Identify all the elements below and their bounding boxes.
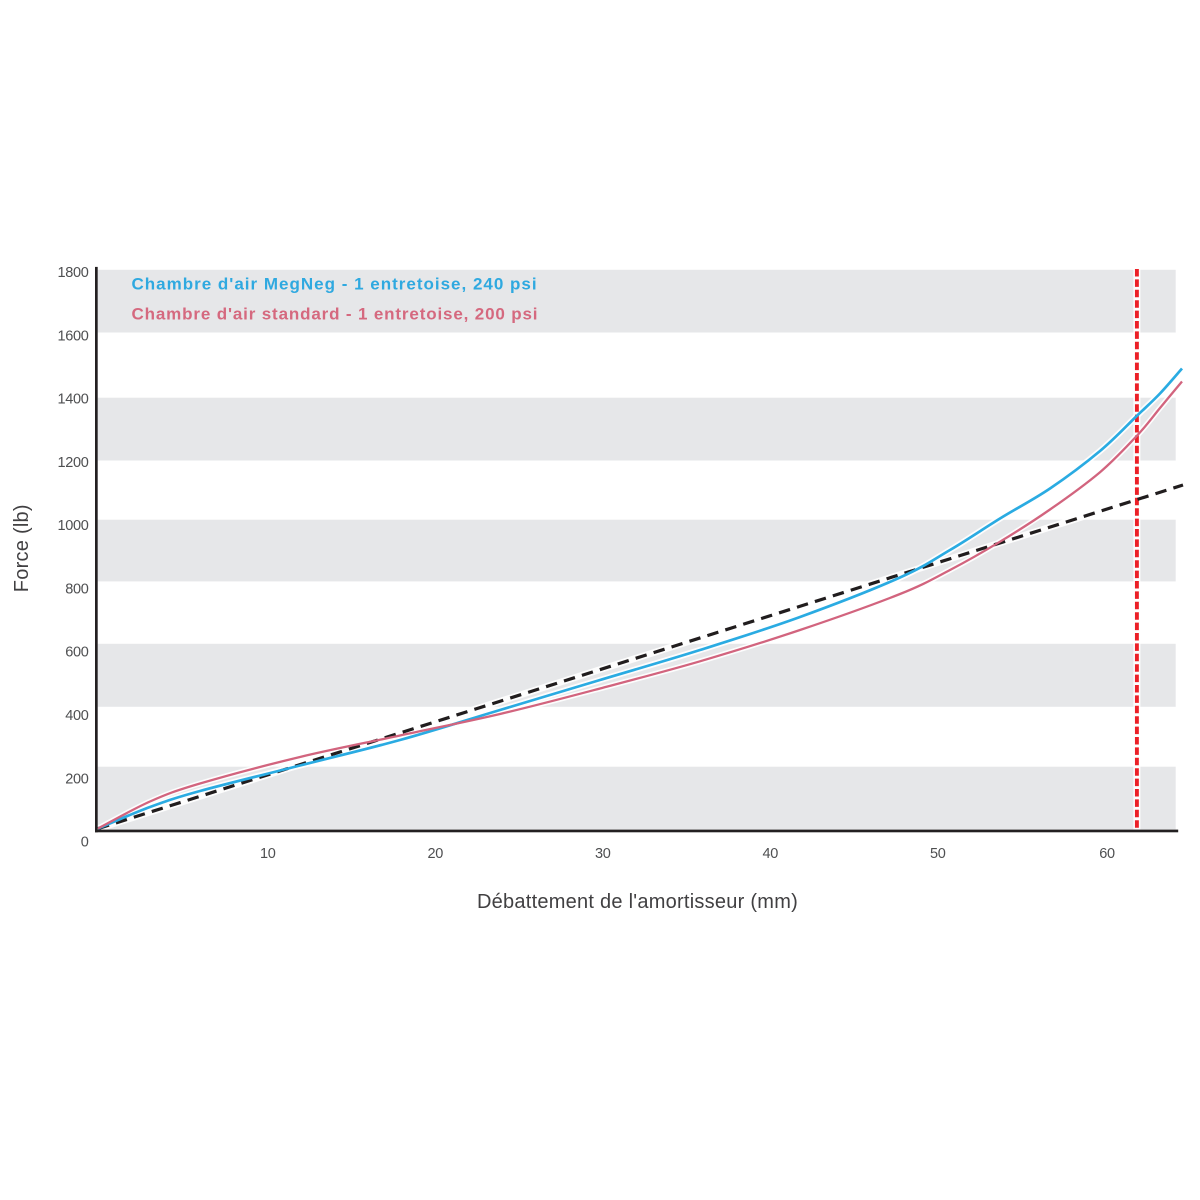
svg-text:0: 0 <box>81 835 89 851</box>
svg-text:1600: 1600 <box>57 328 88 344</box>
svg-text:Débattement de l'amortisseur (: Débattement de l'amortisseur (mm) <box>477 891 798 913</box>
svg-text:10: 10 <box>260 846 276 862</box>
svg-text:30: 30 <box>595 846 611 862</box>
svg-text:60: 60 <box>1099 846 1115 862</box>
svg-text:1800: 1800 <box>57 265 88 281</box>
svg-text:200: 200 <box>65 771 89 787</box>
svg-text:20: 20 <box>428 846 444 862</box>
svg-text:800: 800 <box>65 582 89 598</box>
svg-text:400: 400 <box>65 708 89 724</box>
svg-text:1000: 1000 <box>57 518 88 534</box>
svg-text:Force (lb): Force (lb) <box>11 504 33 592</box>
svg-text:1200: 1200 <box>57 455 88 471</box>
svg-text:Chambre d'air standard - 1 ent: Chambre d'air standard - 1 entretoise, 2… <box>132 305 539 324</box>
svg-text:600: 600 <box>65 645 89 661</box>
svg-text:Chambre d'air MegNeg - 1 entre: Chambre d'air MegNeg - 1 entretoise, 240… <box>132 275 538 294</box>
svg-text:40: 40 <box>763 846 779 862</box>
svg-text:1400: 1400 <box>57 392 88 408</box>
svg-text:50: 50 <box>930 846 946 862</box>
